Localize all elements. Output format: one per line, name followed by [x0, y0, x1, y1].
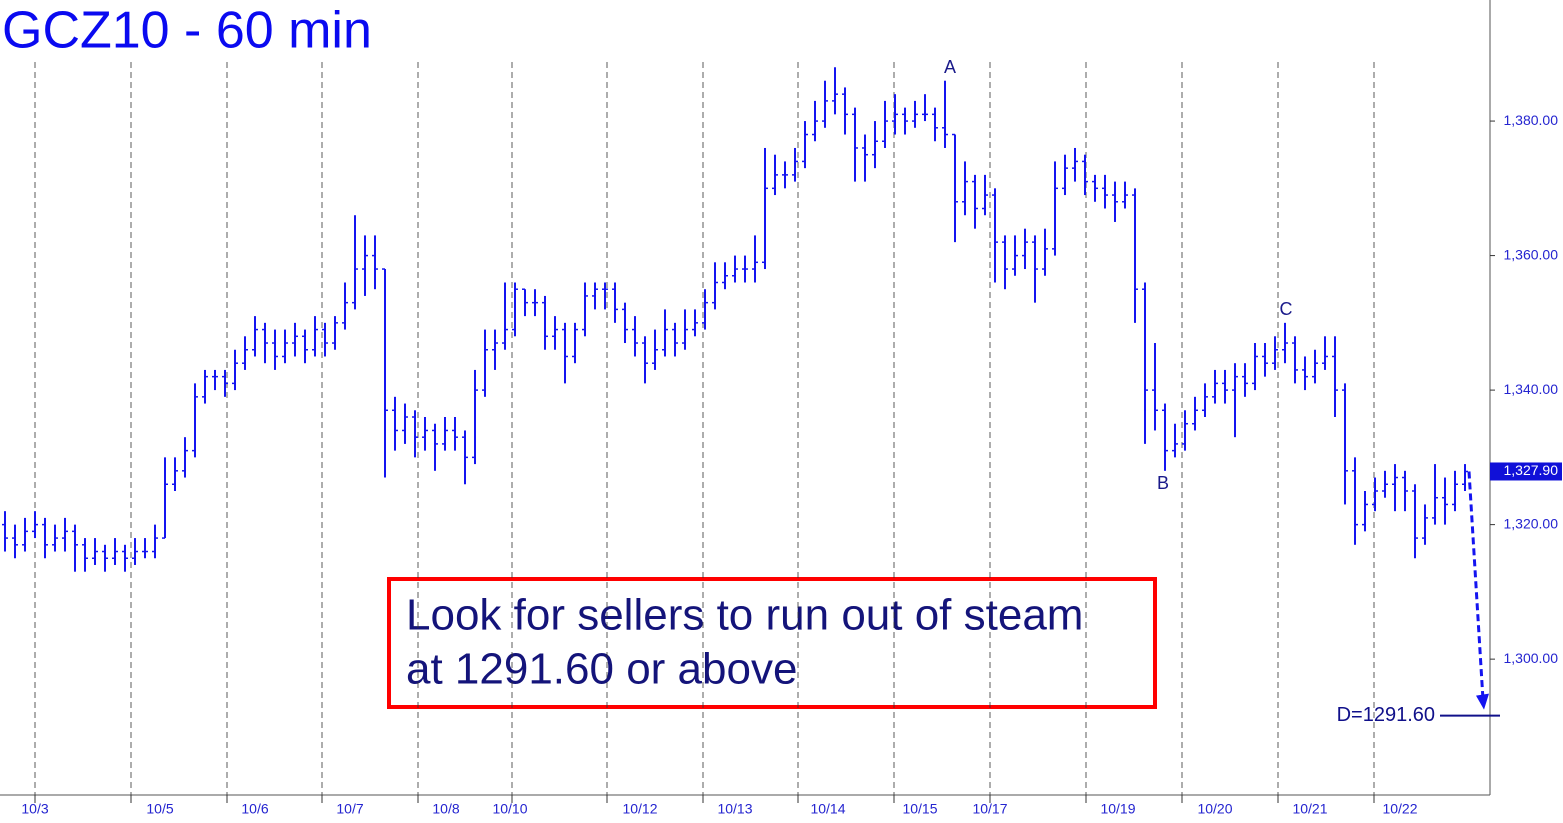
- x-tick-label: 10/12: [622, 801, 657, 817]
- x-tick-label: 10/6: [241, 801, 268, 817]
- forecast-arrowhead: [1476, 693, 1489, 710]
- y-tick-label: 1,380.00: [1504, 112, 1559, 128]
- x-tick-label: 10/22: [1382, 801, 1417, 817]
- x-tick-label: 10/14: [810, 801, 845, 817]
- x-tick-label: 10/13: [717, 801, 752, 817]
- x-tick-label: 10/5: [146, 801, 173, 817]
- x-tick-label: 10/20: [1197, 801, 1232, 817]
- x-tick-label: 10/15: [902, 801, 937, 817]
- point-label: A: [944, 57, 956, 77]
- y-tick-label: 1,360.00: [1504, 246, 1559, 262]
- target-label: D=1291.60: [1337, 704, 1435, 726]
- y-tick-label: 1,320.00: [1504, 515, 1559, 531]
- last-price-label: 1,327.90: [1504, 462, 1559, 478]
- last-price-box: [1490, 462, 1562, 481]
- x-tick-label: 10/21: [1292, 801, 1327, 817]
- callout-box: [387, 577, 1157, 709]
- point-label: B: [1157, 473, 1169, 493]
- callout-text: Look for sellers to run out of steam: [406, 591, 1083, 640]
- callout-text: at 1291.60 or above: [406, 645, 797, 694]
- x-tick-label: 10/8: [432, 801, 459, 817]
- x-tick-label: 10/7: [336, 801, 363, 817]
- x-tick-label: 10/10: [492, 801, 527, 817]
- x-tick-label: 10/3: [21, 801, 48, 817]
- x-tick-label: 10/17: [972, 801, 1007, 817]
- chart-title: GCZ10 - 60 min: [2, 2, 372, 60]
- x-tick-label: 10/19: [1100, 801, 1135, 817]
- y-tick-label: 1,300.00: [1504, 650, 1559, 666]
- y-tick-label: 1,340.00: [1504, 381, 1559, 397]
- point-label: C: [1280, 299, 1293, 319]
- forecast-arrow: [1467, 471, 1485, 700]
